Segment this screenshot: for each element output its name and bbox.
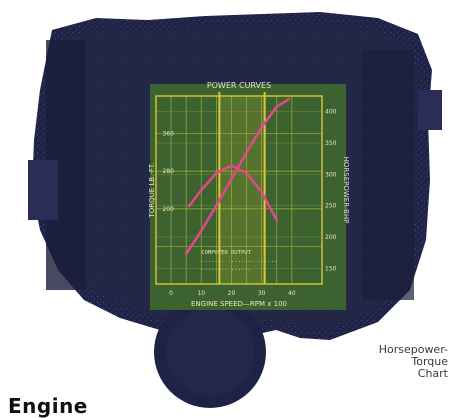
section-heading: Engine — [8, 394, 88, 418]
chart-title: POWER CURVES — [207, 81, 271, 90]
x-axis-label: ENGINE SPEED—RPM x 100 — [191, 300, 287, 308]
chart-annotation: ....... ........ ...... — [201, 258, 277, 264]
x-tick-label: 30 — [258, 290, 266, 297]
chart-annotation: COMPUTER OUTPUT — [201, 250, 251, 256]
y-right-tick-label: 400 — [325, 109, 337, 116]
chart-caption: Horsepower- Torque Chart — [338, 344, 448, 380]
highlight-band — [219, 96, 265, 284]
y-right-tick-label: 150 — [325, 265, 337, 272]
plot-frame — [155, 95, 323, 285]
chart-panel — [150, 84, 346, 310]
chart-annotation: ........ ...... — [201, 266, 251, 272]
y-left-axis-label: TORQUE LB.-FT. — [148, 163, 156, 219]
x-tick-label: 0 — [169, 290, 173, 297]
y-left-tick-label: 360 — [163, 131, 175, 138]
y-right-axis-label: HORSEPOWER-BHP — [342, 157, 350, 224]
caption-line: Torque — [411, 355, 448, 368]
y-left-tick-label: 200 — [163, 206, 175, 213]
caption-line: Chart — [417, 367, 448, 380]
x-tick-label: 20 — [228, 290, 236, 297]
x-tick-label: 10 — [197, 290, 205, 297]
y-right-tick-label: 200 — [325, 234, 337, 241]
horsepower-curve — [184, 97, 291, 256]
y-right-tick-label: 300 — [325, 171, 337, 178]
y-right-tick-label: 250 — [325, 203, 337, 210]
torque-curve — [187, 164, 278, 222]
y-left-tick-label: 280 — [163, 168, 175, 175]
y-right-tick-label: 350 — [325, 140, 337, 147]
x-tick-label: 40 — [288, 290, 296, 297]
caption-line: Horsepower- — [378, 343, 448, 356]
